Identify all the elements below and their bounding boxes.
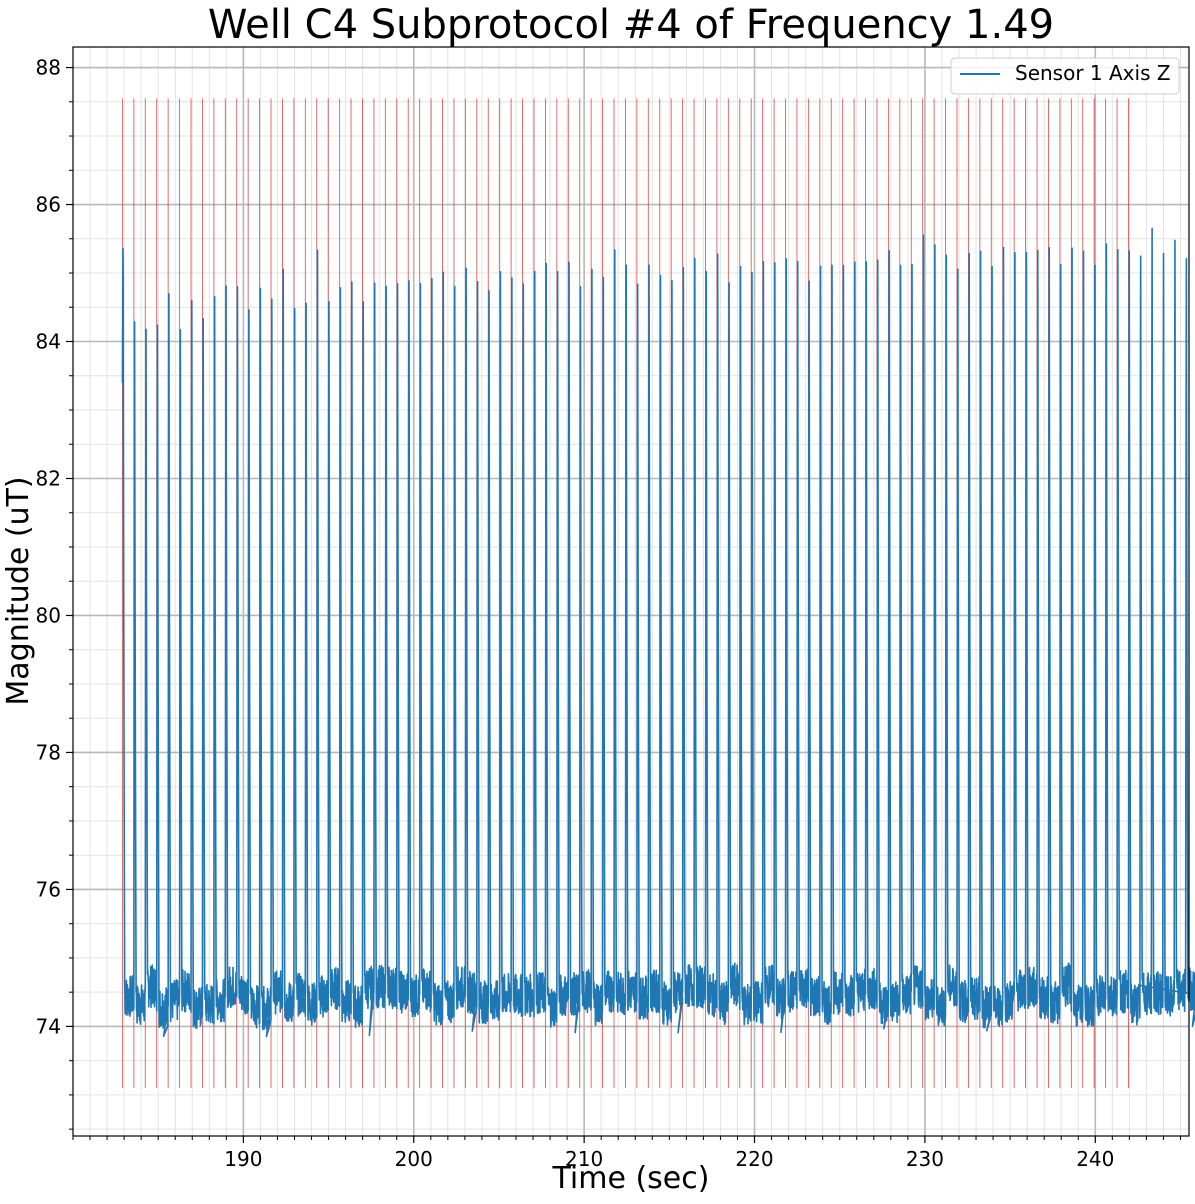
- x-axis-label: Time (sec): [552, 1161, 710, 1196]
- y-tick-label: 84: [36, 330, 61, 354]
- legend-label-sensor-1: Sensor 1 Axis Z: [1015, 61, 1171, 85]
- x-tick-label: 190: [224, 1147, 262, 1171]
- x-tick-label: 240: [1076, 1147, 1114, 1171]
- legend-box: [950, 57, 1180, 95]
- y-tick-label: 82: [36, 466, 61, 490]
- legend: Sensor 1 Axis Z: [950, 57, 1180, 95]
- chart-title: Well C4 Subprotocol #4 of Frequency 1.49: [208, 2, 1054, 48]
- y-tick-label: 88: [36, 56, 61, 80]
- y-tick-label: 74: [36, 1014, 61, 1038]
- y-axis-label: Magnitude (uT): [1, 476, 36, 705]
- y-tick-label: 80: [36, 603, 61, 627]
- x-axis-ticks: 190 200 210 220 230 240: [72, 1136, 1181, 1171]
- y-tick-label: 86: [36, 193, 61, 217]
- series-lines: [121, 227, 1195, 1038]
- x-tick-label: 220: [735, 1147, 773, 1171]
- series-line-sensor-1: [121, 227, 1195, 1038]
- y-axis-ticks: 74 76 78 80 82 84 86 88: [36, 56, 73, 1130]
- x-tick-label: 230: [906, 1147, 944, 1171]
- y-tick-label: 76: [36, 877, 61, 901]
- x-tick-label: 210: [565, 1147, 603, 1171]
- plot-frame: [72, 46, 1190, 1137]
- y-tick-label: 78: [36, 740, 61, 764]
- x-tick-label: 200: [395, 1147, 433, 1171]
